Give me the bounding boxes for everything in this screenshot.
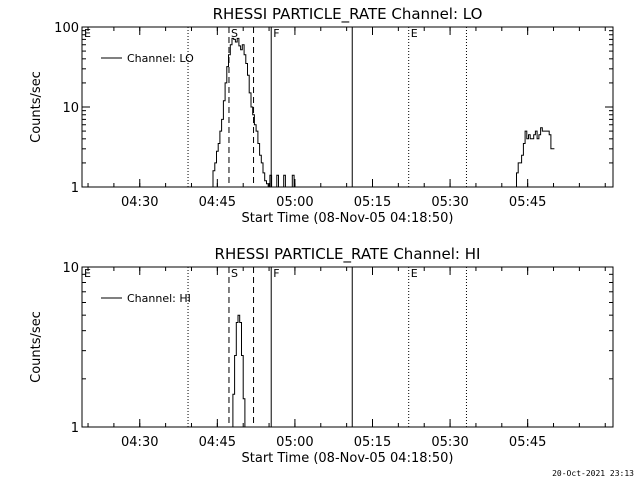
panel-2-x-tick-label: 05:00 (276, 435, 313, 450)
panel-2-x-tick-label: 04:30 (121, 435, 158, 450)
panel-1-marker-label-e: E (411, 27, 418, 40)
panel-2-x-tick-label: 05:45 (509, 435, 546, 450)
panel-1-title: RHESSI PARTICLE_RATE Channel: LO (213, 5, 483, 24)
panel-1-x-tick-label: 05:15 (354, 195, 391, 210)
panel-2-marker-label-e: E (84, 267, 91, 280)
panel-1-x-tick-label: 05:45 (509, 195, 546, 210)
panel-1-x-axis-label: Start Time (08-Nov-05 04:18:50) (242, 211, 454, 226)
panel-2-x-tick-label: 04:45 (199, 435, 236, 450)
panel-1-series-line-1 (211, 37, 298, 188)
panel-2-x-axis-label: Start Time (08-Nov-05 04:18:50) (242, 451, 454, 466)
panel-2-marker-label-e: E (411, 267, 418, 280)
panel-1-x-tick-label: 04:45 (199, 195, 236, 210)
panel-1-marker-label-e: E (84, 27, 91, 40)
panel-2-marker-label-s: S (231, 267, 238, 280)
panel-2-title: RHESSI PARTICLE_RATE Channel: HI (215, 245, 481, 264)
panel-1-legend-label: Channel: LO (127, 52, 194, 65)
panel-1-x-tick-label: 05:30 (431, 195, 468, 210)
panel-1-frame (81, 26, 614, 188)
panel-2-frame (81, 266, 614, 428)
panel-2-legend-label: Channel: HI (127, 292, 191, 305)
panel-1-series-line-2 (514, 127, 555, 188)
panel-1-y-tick-label: 10 (62, 101, 79, 116)
panel-2-y-tick-label: 1 (71, 421, 79, 436)
panel-1-marker-label-f: F (273, 27, 279, 40)
panel-2-y-tick-label: 10 (62, 261, 79, 276)
panel-1-x-tick-label: 05:00 (276, 195, 313, 210)
panel-2-series-line-1 (231, 314, 246, 428)
panel-2-y-axis-label: Counts/sec (29, 311, 44, 383)
panel-1-y-tick-label: 100 (54, 21, 79, 36)
panel-1-y-axis-label: Counts/sec (29, 71, 44, 143)
timestamp-footer: 20-Oct-2021 23:13 (552, 469, 634, 478)
panel-1-x-tick-label: 04:30 (121, 195, 158, 210)
panel-2-marker-label-f: F (273, 267, 279, 280)
panel-2-x-tick-label: 05:15 (354, 435, 391, 450)
panel-1-y-tick-label: 1 (71, 181, 79, 196)
panel-1-marker-label-s: S (231, 27, 238, 40)
panel-2-x-tick-label: 05:30 (431, 435, 468, 450)
